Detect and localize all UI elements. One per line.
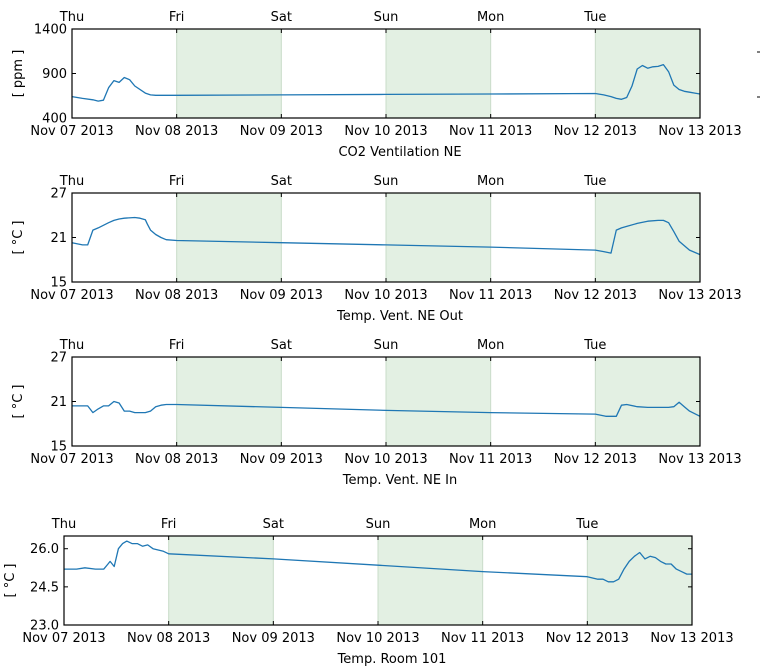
plot-frame — [71, 28, 701, 119]
shaded-region — [594, 28, 701, 119]
chart-panel-3: 15 21 27 [ °C ] Thu Fri Sat Sun Mon Tue Nov 07 201… — [11, 338, 742, 488]
bottom-tick-label: Nov 12 2013 — [546, 631, 629, 646]
chart-panel-1: 400 900 1400 [ ppm ] Thu Fri Sat Sun Mon Tue Nov 0… — [11, 10, 742, 160]
top-tick-label: Thu — [59, 10, 84, 25]
y-tick-label: 23.0 — [30, 619, 59, 634]
chart-panel-2: 15 21 27 [ °C ] Thu Fri Sat Sun Mon Tue Nov 07 201… — [11, 174, 742, 324]
panel-title: Temp. Vent. NE Out — [336, 309, 463, 324]
bottom-tick-label: Nov 09 2013 — [232, 631, 315, 646]
top-tick-label: Sun — [374, 338, 399, 353]
plot-frame — [71, 192, 701, 283]
shaded-region — [176, 28, 282, 119]
bottom-tick-label: Nov 10 2013 — [344, 452, 427, 467]
top-tick-label: Mon — [477, 10, 504, 25]
y-tick-label: 1400 — [34, 23, 67, 38]
bottom-tick-label: Nov 09 2013 — [240, 452, 323, 467]
y-axis-label: [ °C ] — [3, 564, 18, 598]
bottom-tick-label: Nov 07 2013 — [30, 124, 113, 139]
top-tick-label: Mon — [469, 517, 496, 532]
y-tick-label: 15 — [50, 440, 67, 455]
shaded-region — [586, 535, 693, 626]
top-tick-label: Thu — [59, 338, 84, 353]
top-tick-label: Thu — [51, 517, 76, 532]
bottom-tick-label: Nov 09 2013 — [240, 288, 323, 303]
bottom-tick-label: Nov 09 2013 — [240, 124, 323, 139]
bottom-tick-label: Nov 08 2013 — [135, 124, 218, 139]
bottom-tick-label: Nov 12 2013 — [554, 452, 637, 467]
shaded-region — [385, 192, 492, 283]
top-tick-label: Sun — [374, 10, 399, 25]
y-tick-label: 15 — [50, 276, 67, 291]
top-tick-label: Tue — [583, 338, 606, 353]
top-tick-label: Tue — [583, 10, 606, 25]
top-tick-label: Sat — [263, 517, 284, 532]
shaded-region — [168, 535, 274, 626]
y-axis-label: [ °C ] — [11, 221, 26, 255]
top-tick-label: Mon — [477, 174, 504, 189]
y-tick-label: 400 — [42, 112, 67, 127]
top-tick-label: Fri — [169, 338, 185, 353]
top-tick-label: Sat — [271, 174, 292, 189]
series-line — [64, 540, 692, 583]
bottom-tick-label: Nov 07 2013 — [30, 288, 113, 303]
top-tick-label: Fri — [169, 10, 185, 25]
series-line — [72, 400, 701, 417]
bottom-tick-label: Nov 10 2013 — [344, 124, 427, 139]
top-tick-label: Sat — [271, 338, 292, 353]
chart-panel-4: 23.0 24.5 26.0 [ °C ] Thu Fri Sat Sun Mon Tue Nov … — [3, 517, 734, 667]
bottom-tick-label: Nov 13 2013 — [658, 124, 741, 139]
shaded-region — [176, 356, 282, 447]
bottom-tick-label: Nov 10 2013 — [344, 288, 427, 303]
top-tick-label: Tue — [583, 174, 606, 189]
shaded-region — [385, 28, 492, 119]
bottom-tick-label: Nov 08 2013 — [135, 452, 218, 467]
bottom-tick-label: Nov 07 2013 — [22, 631, 105, 646]
y-tick-label: 27 — [50, 351, 67, 366]
y-tick-label: 26.0 — [30, 542, 59, 557]
y-tick-label: 27 — [50, 187, 67, 202]
y-axis-label: [ ppm ] — [11, 50, 26, 98]
top-tick-label: Sat — [271, 10, 292, 25]
bottom-tick-label: Nov 08 2013 — [135, 288, 218, 303]
top-tick-label: Mon — [477, 338, 504, 353]
shaded-region — [594, 192, 701, 283]
plot-frame — [63, 535, 693, 626]
y-tick-label: 21 — [50, 395, 67, 410]
bottom-tick-label: Nov 11 2013 — [441, 631, 524, 646]
top-tick-label: Fri — [161, 517, 177, 532]
top-tick-label: Sun — [366, 517, 391, 532]
top-tick-label: Thu — [59, 174, 84, 189]
shaded-region — [176, 192, 282, 283]
panel-title: Temp. Room 101 — [337, 652, 447, 667]
y-tick-label: 24.5 — [30, 580, 59, 595]
y-tick-label: 900 — [42, 67, 67, 82]
bottom-tick-label: Nov 13 2013 — [650, 631, 733, 646]
plot-frame — [71, 356, 701, 447]
bottom-tick-label: Nov 12 2013 — [554, 124, 637, 139]
bottom-tick-label: Nov 12 2013 — [554, 288, 637, 303]
bottom-tick-label: Nov 11 2013 — [449, 124, 532, 139]
panel-title: CO2 Ventilation NE — [338, 145, 461, 160]
shaded-region — [594, 356, 701, 447]
panel-title: Temp. Vent. NE In — [342, 473, 458, 488]
bottom-tick-label: Nov 10 2013 — [336, 631, 419, 646]
top-tick-label: Tue — [575, 517, 598, 532]
y-tick-label: 21 — [50, 231, 67, 246]
bottom-tick-label: Nov 07 2013 — [30, 452, 113, 467]
series-line — [71, 63, 701, 102]
bottom-tick-label: Nov 11 2013 — [449, 288, 532, 303]
top-tick-label: Sun — [374, 174, 399, 189]
bottom-tick-label: Nov 08 2013 — [127, 631, 210, 646]
y-axis-label: [ °C ] — [11, 385, 26, 419]
top-tick-label: Fri — [169, 174, 185, 189]
series-line — [71, 216, 701, 256]
bottom-tick-label: Nov 11 2013 — [449, 452, 532, 467]
shaded-region — [377, 535, 484, 626]
bottom-tick-label: Nov 13 2013 — [658, 288, 741, 303]
shaded-region — [385, 356, 492, 447]
bottom-tick-label: Nov 13 2013 — [658, 452, 741, 467]
